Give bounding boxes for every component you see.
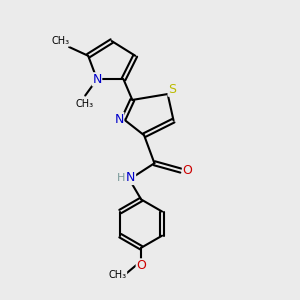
Text: N: N: [114, 112, 124, 126]
Text: H: H: [117, 173, 125, 183]
Text: O: O: [136, 259, 146, 272]
Text: N: N: [92, 73, 102, 86]
Text: S: S: [168, 83, 176, 96]
Text: CH₃: CH₃: [52, 36, 70, 46]
Text: CH₃: CH₃: [76, 99, 94, 109]
Text: CH₃: CH₃: [109, 270, 127, 280]
Text: O: O: [182, 164, 192, 177]
Text: N: N: [126, 172, 136, 184]
